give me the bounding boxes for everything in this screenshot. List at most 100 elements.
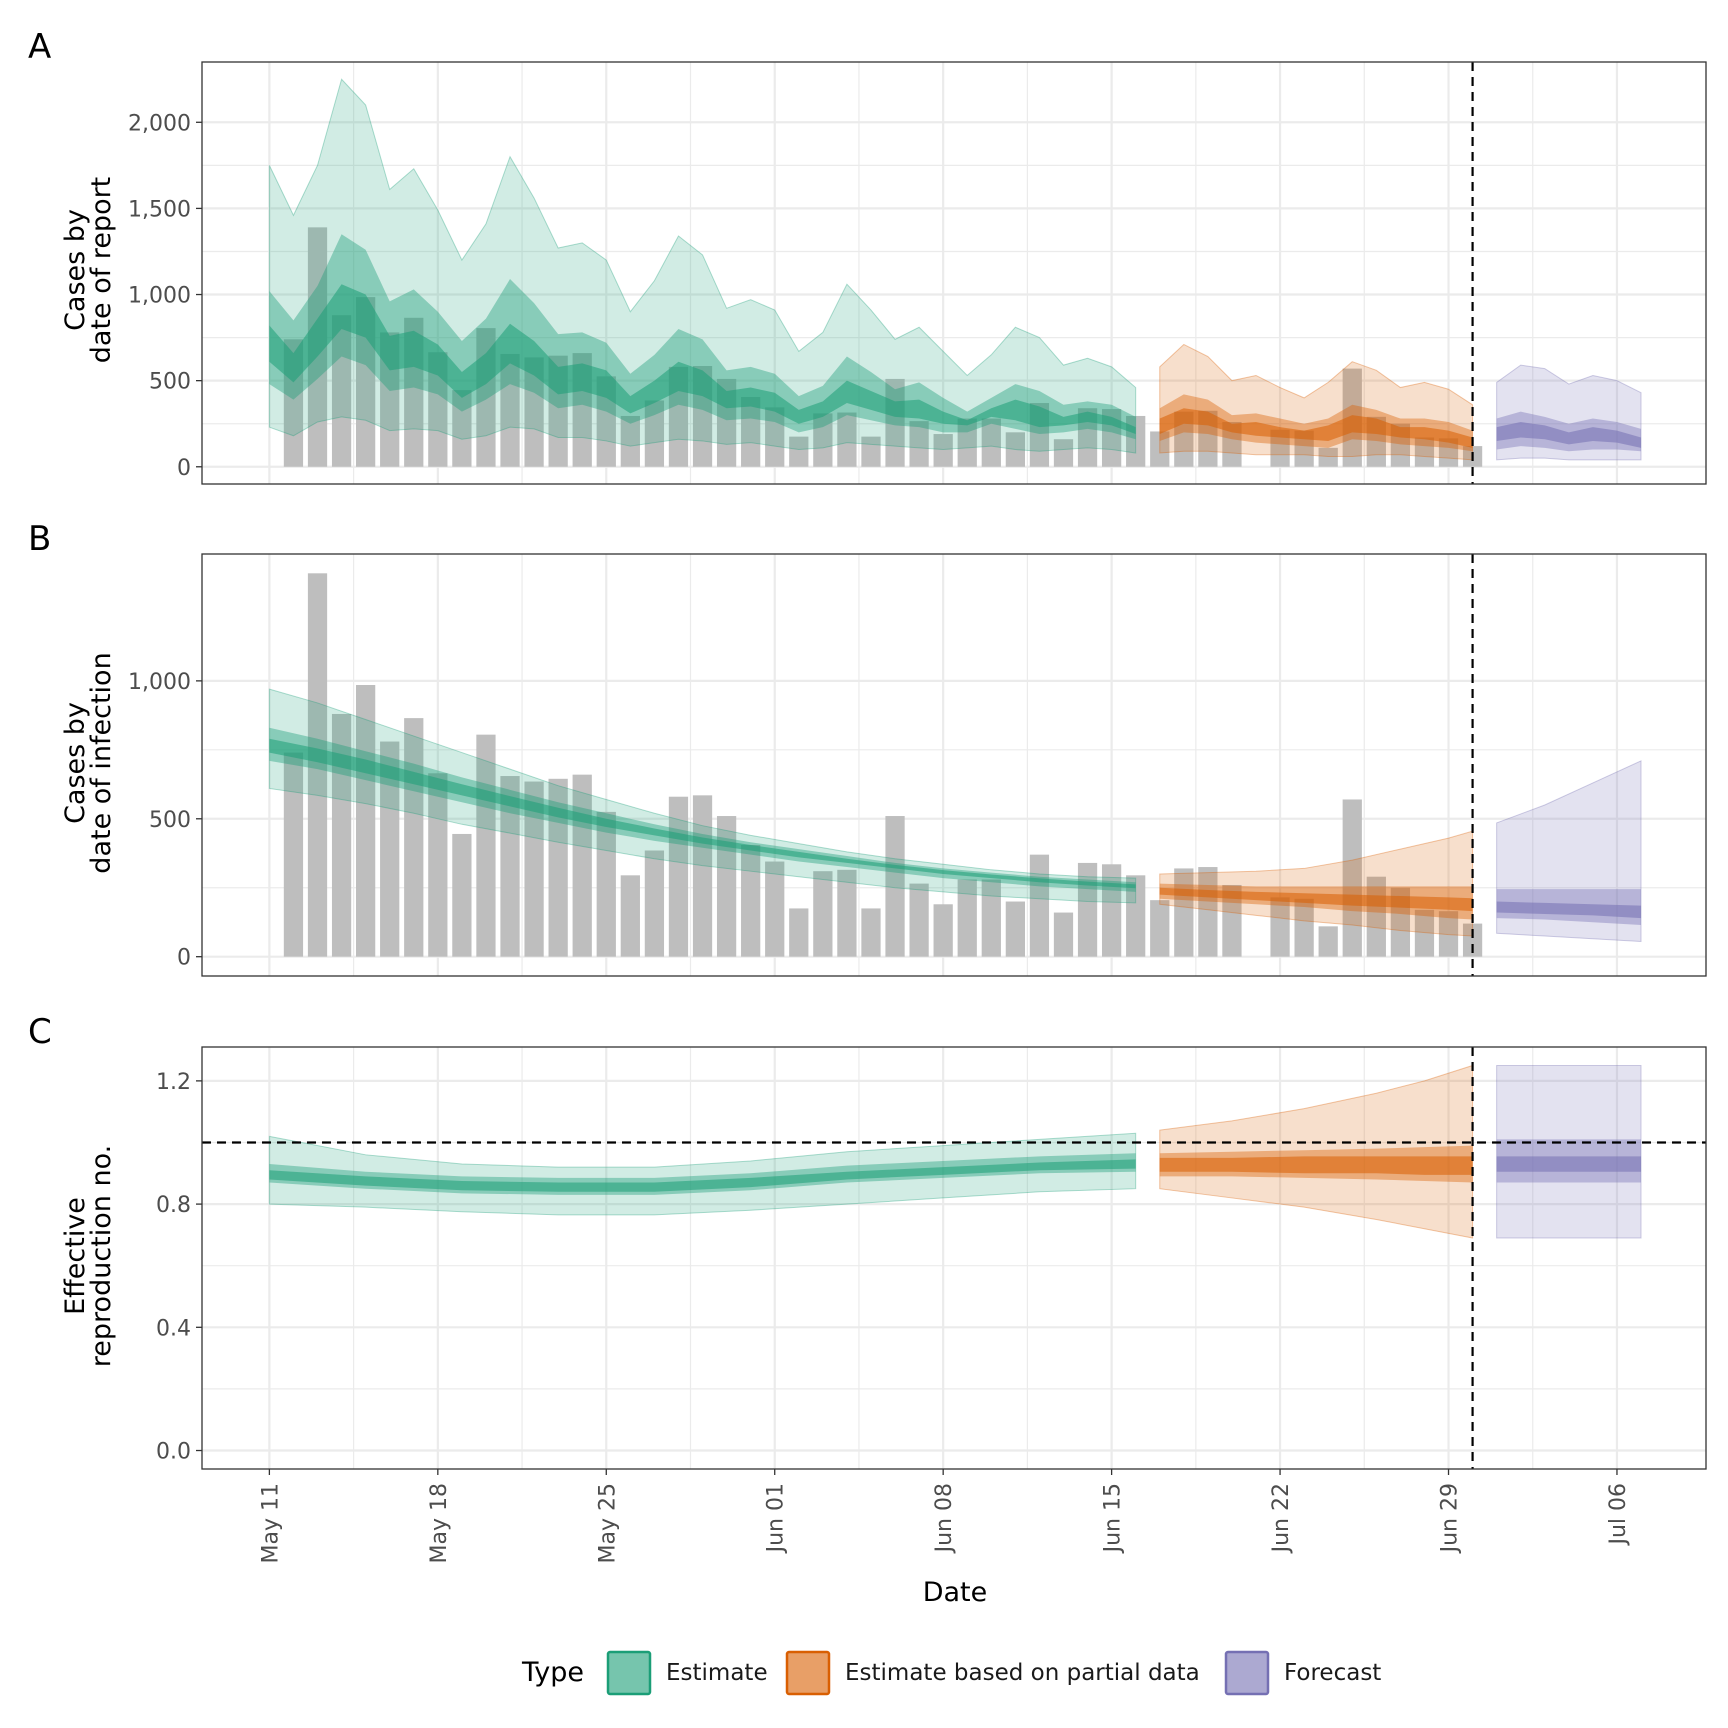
y-tick-label: 0.0 [156, 1440, 191, 1465]
case-bar [331, 315, 352, 467]
legend-label-partial: Estimate based on partial data [845, 1660, 1200, 1686]
case-bar [1077, 862, 1098, 957]
case-bar [1053, 439, 1074, 467]
case-bar [1222, 421, 1242, 467]
panel-a-cases-by-report: A Cases by date of report 0 500 1,000 1,500… [28, 27, 1707, 485]
legend-item-partial: Estimate based on partial data [785, 1650, 1200, 1696]
y-tick-label: 500 [149, 370, 191, 395]
credible-interval-band [269, 234, 1136, 440]
case-bar [861, 908, 881, 957]
case-bar [765, 861, 785, 957]
case-bar [1005, 432, 1025, 467]
case-bar [1101, 864, 1122, 957]
case-bar [1150, 900, 1170, 957]
credible-interval-band [269, 284, 1136, 435]
y-tick-label: 0.4 [156, 1316, 191, 1341]
panel-border [201, 1046, 1707, 1470]
case-bar [909, 883, 929, 957]
credible-interval-band [1496, 760, 1642, 943]
x-tick-label: May 11 [258, 1483, 283, 1563]
panel-label-c: C [28, 1012, 52, 1052]
series-forecast [1496, 760, 1642, 943]
y-tick-label: 500 [149, 808, 191, 833]
case-bar [837, 412, 857, 467]
case-bar [909, 421, 929, 467]
x-tick-label: May 18 [427, 1483, 452, 1563]
case-bar [620, 415, 640, 467]
case-bar [644, 400, 665, 467]
case-bar [380, 741, 400, 957]
case-bar [1438, 438, 1459, 467]
credible-interval-band [1159, 394, 1473, 452]
x-tick-label: Jun 15 [1101, 1483, 1126, 1554]
series-forecast [1496, 364, 1642, 461]
case-bar [981, 418, 1001, 467]
case-bar [524, 357, 544, 467]
case-bar [933, 904, 953, 957]
credible-interval-band [1159, 1156, 1473, 1175]
series-estimate [268, 1132, 1137, 1216]
case-bar [524, 781, 544, 957]
legend: Type Estimate Estimate based on partial … [521, 1650, 1381, 1696]
y-tick-label: 1,000 [128, 284, 191, 309]
legend-title: Type [521, 1657, 584, 1688]
series-estimate-based-on-partial-data [1159, 1064, 1474, 1239]
panel-border [201, 61, 1707, 485]
case-bar [548, 778, 568, 957]
case-bar [933, 434, 953, 467]
series-estimate [268, 78, 1137, 454]
panel-border [201, 553, 1707, 977]
case-bar [356, 685, 376, 957]
case-bar [428, 352, 448, 467]
series-estimate [268, 688, 1137, 904]
legend-label-forecast: Forecast [1284, 1660, 1381, 1686]
case-bar [283, 752, 304, 957]
case-bar [1462, 923, 1483, 957]
x-axis-title: Date [923, 1577, 988, 1608]
series-estimate-based-on-partial-data [1159, 830, 1474, 937]
case-bar [644, 850, 665, 957]
case-bar [1414, 909, 1435, 957]
x-tick-label: Jun 08 [932, 1483, 957, 1554]
credible-interval-band [1159, 408, 1473, 448]
legend-key-estimate [606, 1650, 652, 1696]
case-bar [741, 844, 761, 957]
case-bar [1222, 884, 1242, 957]
case-bar [957, 418, 977, 467]
credible-interval-band [1496, 1064, 1642, 1239]
series-forecast [1496, 1064, 1642, 1239]
case-bar [789, 436, 809, 467]
credible-interval-band [1159, 887, 1473, 912]
y-axis-label-a-line2: date of report [86, 177, 117, 364]
credible-interval-band [1496, 901, 1642, 919]
case-bar [1270, 429, 1290, 467]
case-bar [741, 397, 761, 467]
y-axis-label-b-line2: date of infection [86, 652, 117, 873]
case-bar [1126, 875, 1146, 957]
case-bar [1438, 911, 1459, 957]
y-axis-label-c-line1: Effective [60, 1197, 91, 1315]
case-bar [1342, 799, 1362, 957]
y-tick-label: 0 [177, 946, 191, 971]
y-tick-label: 2,000 [128, 111, 191, 136]
case-bar [957, 879, 977, 957]
case-bar [692, 795, 713, 957]
case-bar [1005, 901, 1025, 957]
case-bar [1414, 437, 1435, 467]
credible-interval-band [269, 1159, 1136, 1192]
legend-item-forecast: Forecast [1224, 1650, 1381, 1696]
legend-key-partial [785, 1650, 831, 1696]
case-bar [428, 773, 448, 957]
case-bar [452, 833, 472, 957]
case-bar [620, 875, 640, 957]
x-tick-label: May 25 [595, 1483, 620, 1563]
case-bar [1294, 430, 1314, 467]
case-bar [1053, 912, 1074, 957]
case-bar [837, 869, 857, 957]
x-tick-label: Jul 06 [1606, 1483, 1631, 1547]
case-bar [500, 353, 520, 467]
case-bar [813, 413, 833, 467]
case-bar [1150, 431, 1170, 467]
case-bar [452, 390, 472, 467]
